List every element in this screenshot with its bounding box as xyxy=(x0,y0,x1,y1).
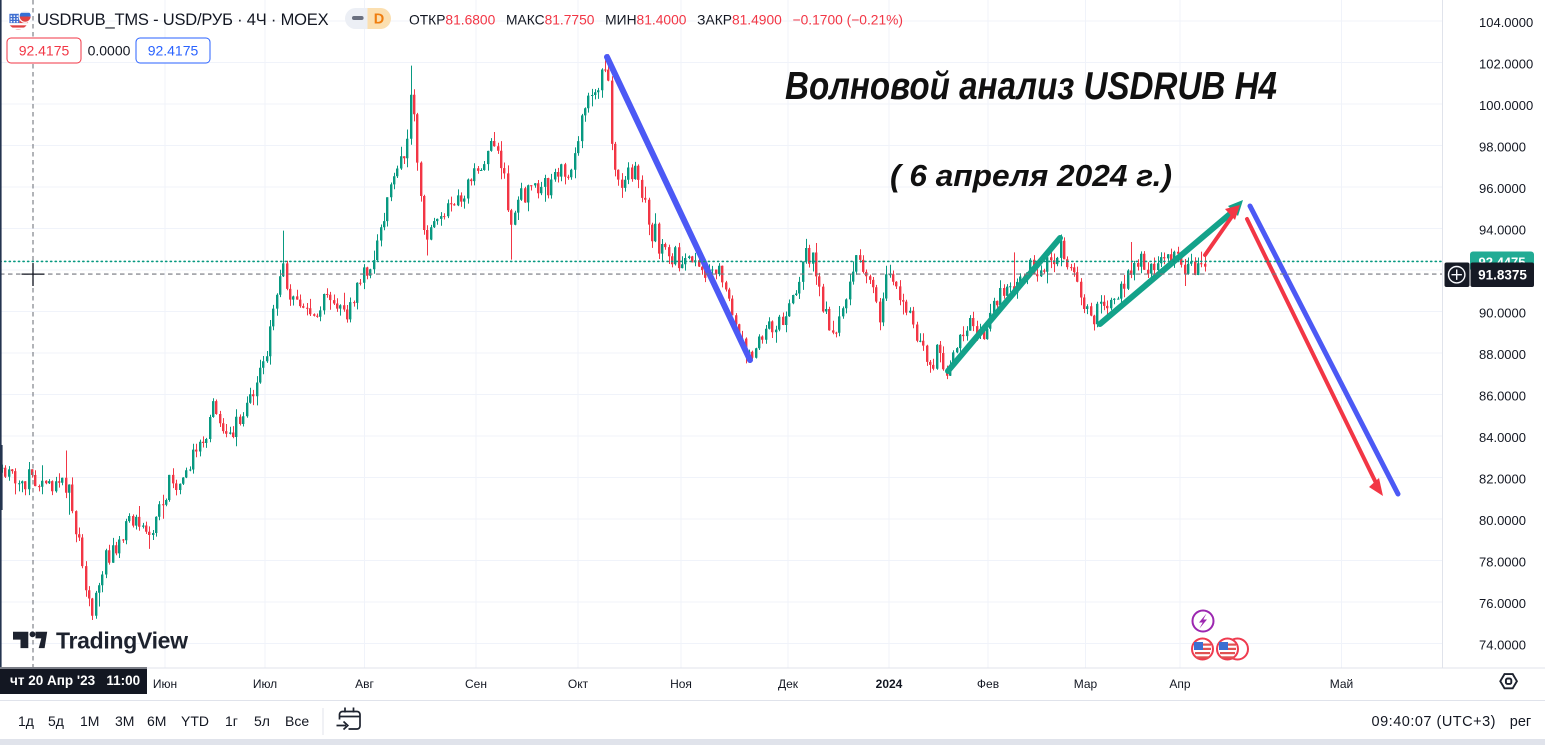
svg-text:2024: 2024 xyxy=(876,677,903,691)
svg-text:88.0000: 88.0000 xyxy=(1479,347,1526,362)
svg-text:рег: рег xyxy=(1510,714,1531,730)
svg-text:1д: 1д xyxy=(18,713,34,729)
svg-text:84.0000: 84.0000 xyxy=(1479,430,1526,445)
svg-text:1г: 1г xyxy=(225,713,238,729)
svg-text:Авг: Авг xyxy=(355,677,374,691)
svg-text:YTD: YTD xyxy=(181,713,209,729)
svg-text:100.0000: 100.0000 xyxy=(1479,98,1533,113)
svg-text:Окт: Окт xyxy=(568,677,589,691)
svg-text:ОТКР81.6800 МАКС81.7750 МИН8: ОТКР81.6800 МАКС81.7750 МИН81.4000 ЗАКР8… xyxy=(409,13,903,28)
svg-text:86.0000: 86.0000 xyxy=(1479,389,1526,404)
svg-text:98.0000: 98.0000 xyxy=(1479,140,1526,155)
svg-text:Мар: Мар xyxy=(1074,677,1098,691)
svg-text:Дек: Дек xyxy=(778,677,799,691)
svg-text:92.4175: 92.4175 xyxy=(19,43,70,59)
svg-text:76.0000: 76.0000 xyxy=(1479,596,1526,611)
svg-text:3М: 3М xyxy=(115,713,134,729)
svg-text:92.4175: 92.4175 xyxy=(148,43,199,59)
svg-text:( 6 апреля 2024 г.): ( 6 апреля 2024 г.) xyxy=(890,158,1172,193)
svg-text:1М: 1М xyxy=(80,713,99,729)
svg-text:USDRUB_TMS - USD/РУБ · 4Ч · MO: USDRUB_TMS - USD/РУБ · 4Ч · MOEX xyxy=(37,11,329,29)
svg-text:74.0000: 74.0000 xyxy=(1479,638,1526,653)
svg-text:Волновой анализ USDRUB H4: Волновой анализ USDRUB H4 xyxy=(785,65,1277,108)
svg-text:104.0000: 104.0000 xyxy=(1479,15,1533,30)
svg-text:94.0000: 94.0000 xyxy=(1479,223,1526,238)
svg-text:09:40:07 (UTC+3): 09:40:07 (UTC+3) xyxy=(1372,714,1496,730)
svg-text:Ноя: Ноя xyxy=(670,677,692,691)
svg-text:Фев: Фев xyxy=(977,677,999,691)
svg-text:78.0000: 78.0000 xyxy=(1479,555,1526,570)
svg-text:Июл: Июл xyxy=(253,677,277,691)
svg-text:5л: 5л xyxy=(254,713,270,729)
svg-text:Сен: Сен xyxy=(465,677,487,691)
svg-text:5д: 5д xyxy=(48,713,64,729)
svg-text:Апр: Апр xyxy=(1169,677,1191,691)
svg-text:Май: Май xyxy=(1330,677,1354,691)
svg-text:96.0000: 96.0000 xyxy=(1479,181,1526,196)
svg-text:D: D xyxy=(374,12,384,28)
svg-text:Все: Все xyxy=(285,713,309,729)
svg-text:0.0000: 0.0000 xyxy=(88,43,131,59)
svg-text:80.0000: 80.0000 xyxy=(1479,513,1526,528)
svg-text:чт 20 Апр '23 11:00: чт 20 Апр '23 11:00 xyxy=(10,673,140,688)
svg-text:Июн: Июн xyxy=(153,677,177,691)
svg-text:90.0000: 90.0000 xyxy=(1479,306,1526,321)
svg-text:102.0000: 102.0000 xyxy=(1479,57,1533,72)
svg-text:TradingView: TradingView xyxy=(56,628,188,654)
svg-text:6М: 6М xyxy=(147,713,166,729)
svg-text:82.0000: 82.0000 xyxy=(1479,472,1526,487)
svg-text:91.8375: 91.8375 xyxy=(1478,268,1527,283)
